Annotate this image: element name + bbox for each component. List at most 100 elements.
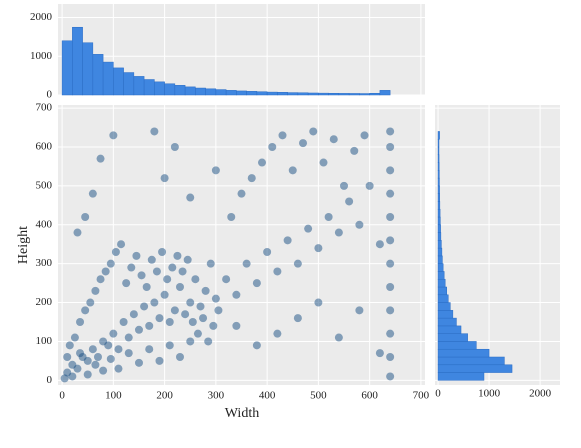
bar bbox=[437, 278, 446, 288]
bar bbox=[437, 294, 449, 303]
bar bbox=[437, 364, 513, 373]
bar bbox=[437, 348, 490, 358]
bar bbox=[437, 232, 442, 241]
bar bbox=[437, 224, 441, 233]
point bbox=[211, 166, 220, 175]
bar bbox=[437, 263, 444, 272]
point bbox=[175, 353, 184, 361]
point bbox=[334, 228, 343, 237]
point bbox=[193, 329, 202, 338]
point bbox=[60, 374, 69, 383]
bar bbox=[246, 91, 258, 96]
bar bbox=[437, 201, 441, 210]
bar bbox=[437, 302, 451, 311]
x-tick-label: 300 bbox=[208, 390, 225, 402]
bar bbox=[287, 92, 299, 96]
bar bbox=[225, 90, 237, 96]
point bbox=[114, 345, 123, 354]
point bbox=[386, 259, 395, 268]
point bbox=[68, 372, 77, 381]
bar bbox=[437, 131, 440, 140]
bar bbox=[437, 317, 457, 327]
point bbox=[142, 283, 151, 291]
bar bbox=[164, 83, 176, 96]
point bbox=[73, 364, 82, 373]
y-tick-label: 0 bbox=[47, 89, 53, 101]
point bbox=[375, 349, 384, 358]
point bbox=[101, 267, 110, 276]
point bbox=[129, 310, 138, 319]
point bbox=[314, 298, 323, 307]
point bbox=[201, 286, 210, 295]
bar bbox=[437, 193, 440, 202]
bar bbox=[266, 91, 278, 96]
point bbox=[152, 267, 161, 276]
point bbox=[258, 158, 267, 167]
bar bbox=[215, 89, 227, 96]
point bbox=[206, 259, 215, 268]
bar bbox=[143, 79, 155, 96]
x-tick-label: 500 bbox=[310, 390, 327, 402]
point bbox=[91, 360, 100, 369]
bar bbox=[318, 92, 329, 96]
point bbox=[188, 318, 197, 326]
point bbox=[360, 131, 369, 140]
point bbox=[73, 228, 82, 237]
point bbox=[375, 240, 384, 249]
bar bbox=[369, 93, 381, 96]
point bbox=[299, 139, 308, 148]
point bbox=[163, 275, 172, 284]
point bbox=[386, 166, 395, 175]
bar bbox=[437, 310, 454, 319]
point bbox=[91, 286, 100, 295]
y-tick-label: 600 bbox=[36, 141, 53, 153]
y-tick-label: 500 bbox=[36, 179, 53, 191]
point bbox=[88, 189, 97, 198]
point bbox=[124, 349, 133, 358]
bar bbox=[379, 90, 391, 96]
bar bbox=[256, 91, 268, 96]
point bbox=[70, 333, 79, 342]
point bbox=[304, 224, 313, 233]
point bbox=[63, 353, 72, 361]
x-tick-label: 200 bbox=[156, 390, 173, 402]
bar bbox=[437, 146, 440, 156]
point bbox=[165, 341, 174, 350]
point bbox=[252, 279, 261, 288]
x-tick-label: 100 bbox=[105, 390, 122, 402]
point bbox=[175, 283, 184, 291]
point bbox=[191, 275, 200, 284]
point bbox=[252, 341, 261, 350]
bar bbox=[437, 240, 442, 249]
point bbox=[232, 321, 241, 330]
point bbox=[134, 358, 143, 367]
bar bbox=[437, 208, 441, 218]
bar bbox=[82, 42, 94, 96]
point bbox=[104, 341, 113, 350]
point bbox=[155, 314, 164, 323]
point bbox=[183, 255, 192, 264]
point bbox=[386, 236, 395, 245]
bar bbox=[154, 81, 165, 96]
x-axis-label: Width bbox=[225, 406, 259, 421]
point bbox=[76, 318, 85, 326]
bar bbox=[72, 26, 83, 96]
point bbox=[319, 158, 328, 167]
point bbox=[386, 353, 395, 361]
point bbox=[150, 298, 159, 307]
point bbox=[158, 248, 167, 256]
point bbox=[160, 290, 169, 299]
point bbox=[340, 181, 349, 190]
x-tick-label: 400 bbox=[259, 390, 276, 402]
point bbox=[283, 236, 292, 245]
bar bbox=[437, 185, 440, 194]
point bbox=[293, 259, 302, 268]
point bbox=[83, 356, 92, 365]
bar bbox=[184, 86, 196, 96]
point bbox=[309, 127, 318, 136]
point bbox=[386, 283, 395, 291]
point bbox=[263, 248, 272, 256]
point bbox=[186, 193, 195, 202]
point bbox=[242, 259, 251, 268]
point bbox=[81, 306, 90, 315]
